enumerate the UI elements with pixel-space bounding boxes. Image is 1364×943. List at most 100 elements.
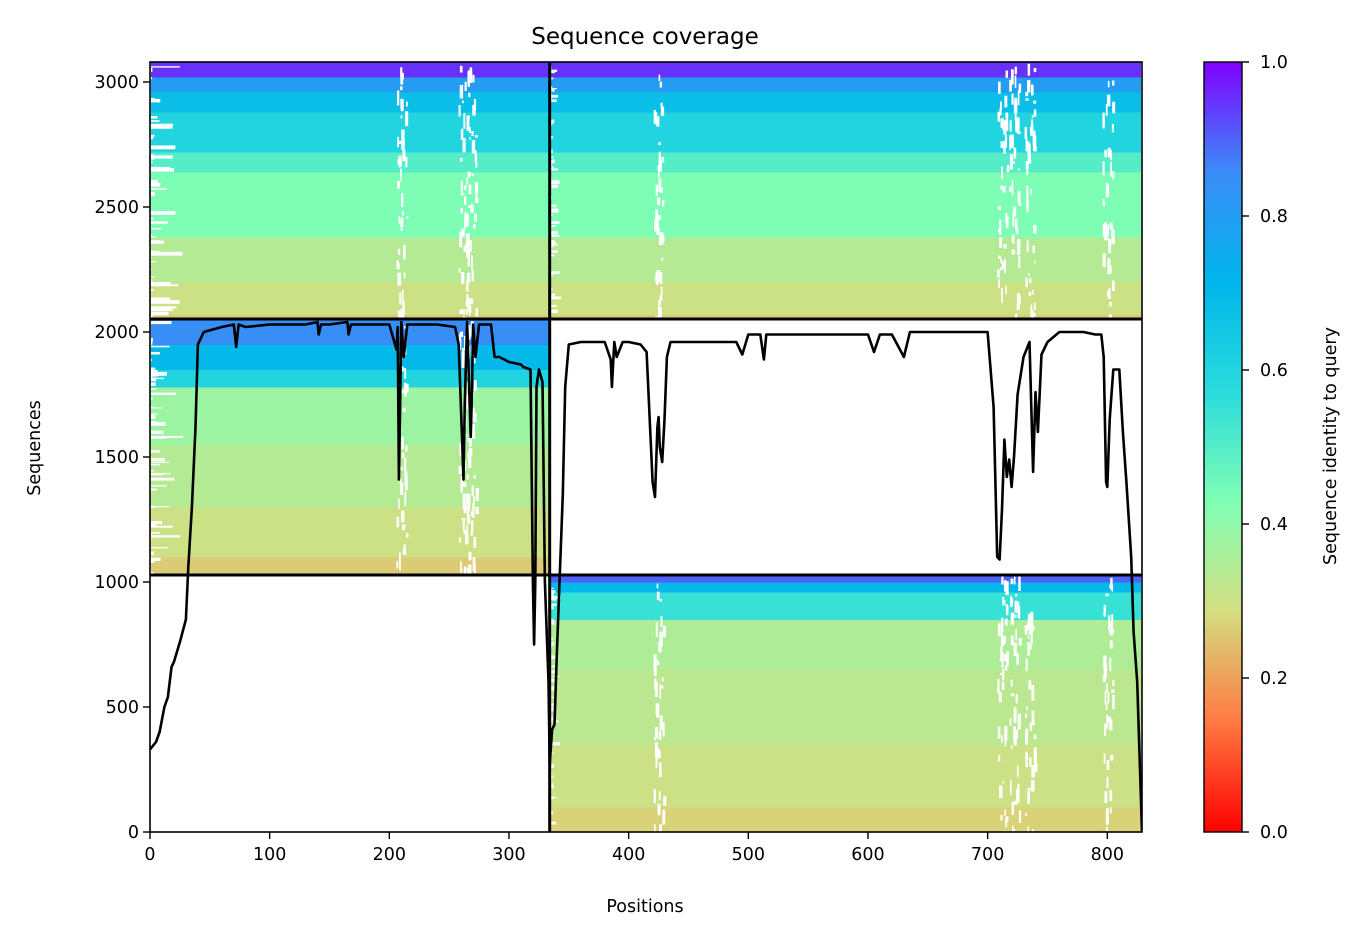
gap-streak [1018,724,1021,730]
gap-streak [655,681,658,697]
heatmap-block [551,62,1141,333]
gap-streak [999,220,1001,235]
gap-streak [1018,606,1020,619]
gap-streak [663,722,665,736]
gap-streak [399,292,401,304]
gap-streak [151,478,153,480]
gap-streak [151,116,157,118]
gap-streak [460,85,463,99]
gap-streak [1012,234,1015,243]
gap-streak [474,565,476,581]
gap-streak [466,525,468,535]
gap-streak [1010,120,1012,132]
gap-streak [551,209,559,213]
gap-streak [467,233,470,245]
identity-band [551,152,1141,173]
gap-streak [1006,816,1008,821]
gap-streak [151,289,154,291]
identity-band [151,152,549,173]
gap-streak [661,257,663,260]
gap-streak [1034,734,1037,739]
gap-streak [151,450,160,452]
gap-streak [659,750,661,757]
colorbar-tick-label: 0.8 [1260,207,1288,227]
gap-streak [473,537,476,548]
gap-streak [151,306,177,308]
gap-streak [1009,186,1011,192]
gap-streak [1034,68,1037,72]
gap-streak [1026,137,1028,151]
gap-streak [1106,683,1108,692]
gap-streak [1107,808,1109,811]
gap-streak [1017,239,1020,255]
gap-streak [1017,765,1019,778]
gap-streak [151,464,160,466]
gap-streak [151,478,174,481]
gap-streak [1025,714,1027,718]
gap-streak [398,156,401,168]
gap-streak [151,388,157,389]
gap-streak [151,211,160,214]
gap-streak [396,561,398,569]
gap-streak [1112,680,1114,686]
gap-streak [551,296,562,299]
gap-streak [659,599,662,601]
y-tick-label: 0 [128,823,139,843]
gap-streak [151,235,152,237]
gap-streak [1019,713,1021,723]
gap-streak [459,466,462,474]
gap-streak [1031,85,1034,96]
gap-streak [1010,154,1013,169]
gap-streak [1005,136,1007,148]
gap-streak [466,434,468,437]
gap-streak [997,679,999,693]
identity-band [151,445,549,508]
gap-streak [469,127,471,133]
gap-streak [151,66,180,67]
gap-streak [1028,292,1031,296]
gap-streak [151,217,153,219]
identity-band [151,62,549,78]
gap-streak [1031,765,1034,777]
gap-streak [658,804,661,816]
y-tick-label: 1000 [94,573,139,593]
gap-streak [151,346,170,348]
gap-streak [1103,656,1106,670]
gap-streak [403,368,405,370]
gap-streak [1025,127,1027,139]
gap-streak [660,272,662,284]
gap-streak [151,437,166,439]
gap-streak [397,90,399,105]
gap-streak [151,462,170,463]
gap-streak [151,558,161,561]
gap-streak [1014,99,1017,113]
gap-streak [151,415,155,419]
gap-streak [465,534,468,545]
gap-streak [1016,654,1019,665]
gap-streak [551,88,557,89]
gap-streak [472,427,474,437]
gap-streak [404,492,406,507]
gap-streak [406,102,408,107]
gap-streak [1006,216,1009,228]
gap-streak [1002,643,1004,646]
gap-streak [468,552,471,561]
gap-streak [1010,596,1012,607]
gap-streak [551,604,557,606]
gap-streak [1111,689,1114,692]
identity-band [551,620,1141,671]
gap-streak [658,642,661,653]
gap-streak [151,145,175,149]
gap-streak [401,390,403,393]
gap-streak [1032,115,1034,118]
gap-streak [1108,615,1110,630]
gap-streak [1026,189,1028,202]
gap-streak [1026,186,1028,189]
gap-streak [1001,735,1003,743]
gap-streak [474,214,477,223]
colorbar-tick-label: 0.6 [1260,361,1288,381]
identity-band [551,237,1141,283]
gap-streak [151,158,155,160]
gap-streak [1107,760,1110,770]
gap-streak [151,421,156,424]
